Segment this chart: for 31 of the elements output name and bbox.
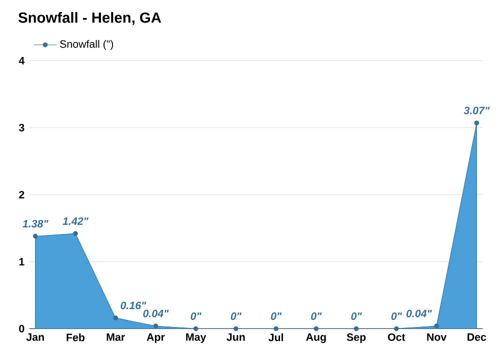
x-tick-label: Nov xyxy=(427,333,447,341)
x-tick-label: Jan xyxy=(26,333,44,341)
data-label: 3.07" xyxy=(464,106,490,114)
x-tick-label: Jun xyxy=(226,333,245,341)
y-tick-label: 1 xyxy=(19,258,24,266)
data-label: 0.04" xyxy=(143,310,169,318)
x-tick-label: Sep xyxy=(346,333,366,344)
data-label: 1.38" xyxy=(22,220,48,228)
x-tick-label: Oct xyxy=(388,333,406,341)
data-label: 0" xyxy=(391,312,402,320)
x-tick-label: May xyxy=(186,333,206,343)
x-tick-label: Mar xyxy=(106,333,125,341)
legend-label: Snowfall (") xyxy=(60,40,114,50)
y-tick-label: 2 xyxy=(19,190,24,198)
data-label: 0" xyxy=(271,312,282,320)
chart-title: Snowfall - Helen, GA xyxy=(18,12,162,25)
data-label: 0" xyxy=(230,312,242,320)
x-tick-label: Jul xyxy=(268,333,284,342)
y-tick-label: 0 xyxy=(19,324,24,332)
data-label: 1.42" xyxy=(62,217,88,225)
data-label: 0" xyxy=(351,312,362,320)
data-label: 0" xyxy=(190,312,202,320)
x-tick-label: Dec xyxy=(468,333,486,341)
y-tick-label: 3 xyxy=(18,124,24,132)
x-tick-label: Apr xyxy=(146,333,165,343)
x-tick-label: Aug xyxy=(306,333,326,343)
data-label: 0" xyxy=(311,312,322,320)
data-label: 0.04" xyxy=(406,310,432,318)
y-tick-label: 4 xyxy=(18,57,25,64)
x-tick-label: Feb xyxy=(66,333,85,342)
data-label: 0.16" xyxy=(120,302,146,310)
